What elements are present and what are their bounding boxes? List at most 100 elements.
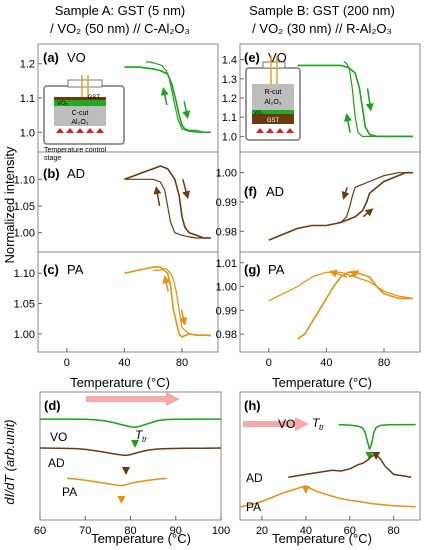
x-axis-label-h: Temperature (°C) — [272, 531, 372, 546]
ttr-marker-d-pa — [117, 496, 126, 504]
ytick-label-f: 0.98 — [216, 226, 237, 238]
panel-d-label: (d) — [44, 398, 61, 413]
direction-arrow-e-heating — [365, 88, 374, 112]
ytick-label-a: 1.1 — [20, 93, 35, 105]
ytick-label-g: 0.98 — [216, 329, 237, 341]
ytick-label-g: 0.99 — [216, 305, 237, 317]
sample-b-title-line1: Sample B: GST (200 nm) — [249, 3, 395, 18]
ttr-marker-h-ad — [372, 452, 381, 460]
series-line-g-heating — [297, 271, 413, 340]
xtick-label-d: 100 — [212, 525, 230, 537]
ytick-label-g: 1.01 — [216, 258, 237, 270]
inset-e-sample-diagram: R-cut Al₂O₃ VO₂ GST — [245, 56, 301, 141]
ttr-marker-d-ad — [121, 467, 130, 475]
x-axis-label-b-col: Temperature (°C) — [272, 375, 372, 390]
ytick-label-c: 1.10 — [14, 268, 35, 280]
series-line-g-cooling — [268, 271, 413, 302]
xtick-label-c: 0 — [64, 357, 70, 369]
panel-h-frame — [239, 391, 421, 521]
deriv-line-d-pa — [67, 477, 167, 487]
inset-a-layer-al2o3: Al₂O₃ — [71, 119, 88, 126]
panel-c-frame — [37, 251, 219, 353]
inset-a-stage-line1: Temperature control — [44, 147, 107, 154]
direction-arrow-g-heating — [348, 270, 360, 278]
panel-h-label: (h) — [244, 398, 261, 413]
panel-b-sample: AD — [67, 166, 85, 181]
xtick-label-g: 0 — [266, 357, 272, 369]
ytick-label-b: 1.05 — [14, 201, 35, 213]
ttr-marker-h-vo — [365, 452, 374, 460]
series-line-e-cooling — [343, 60, 413, 137]
inset-e-layer-al2o3: Al₂O₃ — [264, 99, 281, 106]
direction-arrow-b-heating — [182, 179, 190, 200]
ytick-label-c: 1.05 — [14, 299, 35, 311]
y-axis-label-normalized: Normalized intensity — [2, 146, 17, 264]
panel-a-sample: VO — [67, 50, 86, 65]
deriv-series-label-h-vo: VO — [278, 417, 295, 431]
y-axis-label-didt: dI/dT (arb.unit) — [2, 419, 17, 504]
panel-c-label: (c) — [43, 262, 59, 277]
series-line-b-heating — [124, 165, 211, 239]
deriv-series-label-h-ad: AD — [246, 471, 263, 485]
sample-a-title-line2: / VO₂ (50 nm) // C-Al₂O₃ — [50, 21, 190, 36]
ytick-label-a: 1.2 — [20, 59, 35, 71]
ytick-label-c: 1.00 — [14, 329, 35, 341]
inset-a-layer-gst: GST — [88, 95, 101, 101]
ytick-label-b: 1.00 — [14, 228, 35, 240]
deriv-series-label-d-ad: AD — [48, 456, 65, 470]
heating-direction-arrow-d — [86, 392, 180, 406]
panel-a-label: (a) — [43, 50, 59, 65]
direction-arrow-a-cooling — [160, 87, 169, 106]
inset-a-stage-line2: stage — [44, 155, 61, 162]
ytick-label-e: 1.2 — [222, 93, 237, 105]
xtick-label-c: 40 — [118, 357, 130, 369]
deriv-series-label-d-pa: PA — [62, 485, 77, 499]
xtick-label-g: 40 — [320, 357, 332, 369]
inset-a-sample-diagram: GST VO₂ C-cut Al₂O₃ Temperature control … — [43, 75, 125, 162]
panel-g-frame — [239, 251, 421, 353]
series-line-f-cooling — [337, 172, 413, 224]
xtick-label-h: 20 — [256, 525, 268, 537]
ttr-marker-h-pa — [301, 486, 310, 494]
xtick-label-g: 80 — [378, 357, 390, 369]
ttr-label: T — [135, 428, 144, 442]
series-line-b-cooling — [124, 178, 211, 239]
x-axis-label-d: Temperature (°C) — [91, 531, 191, 546]
direction-arrow-b-cooling — [153, 186, 162, 207]
ytick-label-e: 1.4 — [222, 55, 237, 67]
heating-direction-arrow-h — [243, 417, 309, 431]
ttr-label: T — [312, 416, 321, 430]
inset-a-layer-vo2: VO₂ — [57, 101, 69, 107]
direction-arrow-c-cooling — [162, 275, 171, 292]
series-line-f-heating — [268, 171, 413, 241]
inset-e-layer-vo2: VO₂ — [254, 110, 263, 116]
panel-b-label: (b) — [43, 166, 60, 181]
deriv-line-d-vo — [40, 418, 221, 428]
deriv-line-h-vo — [338, 423, 416, 450]
x-axis-label-a-col: Temperature (°C) — [70, 375, 170, 390]
series-line-a-heating — [124, 66, 211, 134]
panel-c-sample: PA — [67, 262, 84, 277]
ytick-label-e: 1.1 — [222, 112, 237, 124]
panel-g-sample: PA — [268, 262, 285, 277]
direction-arrow-f-heating — [362, 208, 374, 218]
chart-marks: 1.21.11.01.101.051.001.101.051.001.41.31… — [14, 55, 416, 537]
deriv-line-h-ad — [288, 454, 412, 478]
xtick-label-d: 70 — [79, 525, 91, 537]
direction-arrow-c-heating — [179, 309, 188, 326]
deriv-series-label-d-vo: VO — [50, 430, 67, 444]
direction-arrow-f-cooling — [341, 187, 350, 200]
xtick-label-h: 40 — [300, 525, 312, 537]
inset-e-layer-gst: GST — [267, 118, 280, 124]
panel-g-label: (g) — [244, 262, 261, 277]
ytick-label-f: 1.00 — [216, 168, 237, 180]
series-line-c-heating — [124, 266, 211, 338]
series-line-e-heating — [297, 64, 413, 138]
direction-arrow-g-cooling — [328, 269, 348, 278]
xtick-label-h: 60 — [344, 525, 356, 537]
xtick-label-d: 60 — [34, 525, 46, 537]
panel-f-label: (f) — [244, 184, 257, 199]
ytick-label-b: 1.10 — [14, 174, 35, 186]
xtick-label-h: 80 — [388, 525, 400, 537]
